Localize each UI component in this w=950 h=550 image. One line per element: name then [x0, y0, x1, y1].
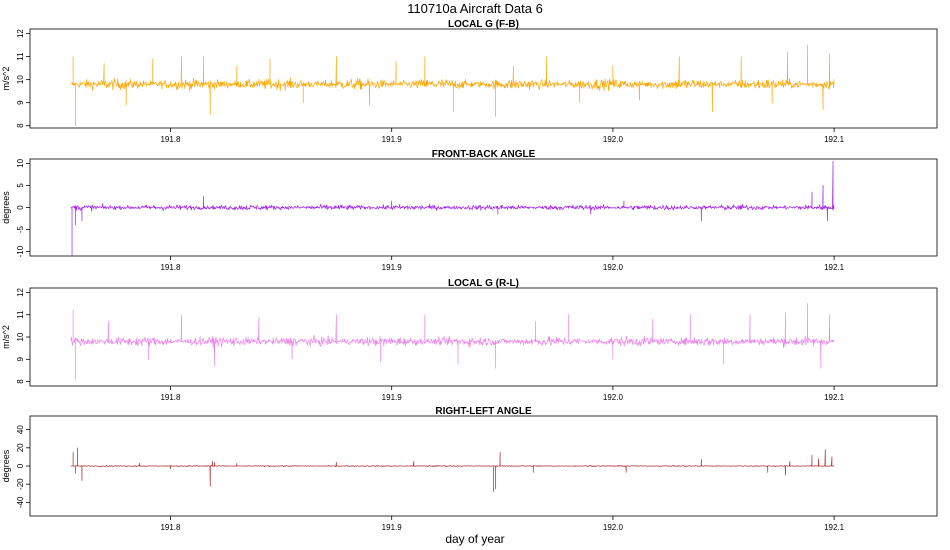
y-tick-label: 11 — [16, 52, 25, 61]
x-tick-label: 191.8 — [160, 523, 181, 532]
panel-2: FRONT-BACK ANGLE degrees -10 -5 0 5 10 191.8 191… — [1, 149, 938, 272]
x-tick-label: 192.1 — [824, 393, 845, 402]
y-tick-label: 12 — [16, 287, 25, 296]
y-tick-label: 9 — [16, 356, 25, 361]
x-tick-label: 192.0 — [603, 393, 624, 402]
y-tick-label: 0 — [16, 463, 25, 468]
y-tick-label: 11 — [16, 310, 25, 319]
y-tick-label: -20 — [16, 478, 25, 490]
panel-3: LOCAL G (R-L) m/s^2 8 9 10 11 12 191.8 191.9 192.… — [1, 278, 938, 402]
x-tick-label: 192.1 — [824, 263, 845, 272]
y-tick-label: -10 — [16, 245, 25, 257]
y-tick-label: 9 — [16, 100, 25, 105]
y-tick-label: 20 — [16, 443, 25, 452]
x-tick-label: 192.0 — [603, 135, 624, 144]
y-tick-label: 0 — [16, 205, 25, 210]
y-tick-label: 8 — [16, 123, 25, 128]
y-tick-label: 10 — [16, 332, 25, 341]
x-tick-label: 191.9 — [382, 393, 403, 402]
y-tick-label: 10 — [16, 75, 25, 84]
panels-container: LOCAL G (F-B) m/s^2 8 9 10 11 12 191.8 191.9 192.… — [1, 19, 938, 532]
series-line — [70, 447, 835, 492]
y-tick-label: 40 — [16, 425, 25, 434]
x-tick-label: 191.9 — [382, 523, 403, 532]
figure-title: 110710a Aircraft Data 6 — [407, 1, 543, 16]
y-axis-label: m/s^2 — [1, 67, 11, 91]
series-line — [70, 303, 835, 380]
plot-frame — [29, 28, 938, 129]
y-tick-label: 12 — [16, 29, 25, 38]
x-tick-label: 191.9 — [382, 135, 403, 144]
panel-title: FRONT-BACK ANGLE — [432, 149, 536, 160]
x-tick-label: 191.8 — [160, 263, 181, 272]
y-tick-label: 8 — [16, 379, 25, 384]
x-tick-label: 192.0 — [603, 523, 624, 532]
y-axis-label: degrees — [1, 191, 11, 224]
x-tick-label: 192.1 — [824, 135, 845, 144]
y-tick-label: -5 — [16, 225, 25, 233]
x-tick-label: 192.1 — [824, 523, 845, 532]
panel-title: RIGHT-LEFT ANGLE — [435, 406, 532, 417]
y-tick-label: -40 — [16, 496, 25, 508]
y-tick-label: 5 — [16, 183, 25, 188]
series-line — [70, 160, 835, 257]
panel-title: LOCAL G (F-B) — [448, 19, 519, 30]
x-tick-label: 191.9 — [382, 263, 403, 272]
x-tick-label: 191.8 — [160, 135, 181, 144]
plot-frame — [29, 287, 938, 387]
y-tick-label: 10 — [16, 158, 25, 167]
x-tick-label: 192.0 — [603, 263, 624, 272]
x-tick-label: 191.8 — [160, 393, 181, 402]
panel-4: RIGHT-LEFT ANGLE degrees -40 -20 0 20 40 191.8 1… — [1, 406, 938, 532]
x-axis-label: day of year — [445, 532, 504, 546]
panel-title: LOCAL G (R-L) — [448, 278, 519, 289]
y-axis-label: degrees — [1, 449, 11, 482]
y-axis-label: m/s^2 — [1, 325, 11, 349]
panel-1: LOCAL G (F-B) m/s^2 8 9 10 11 12 191.8 191.9 192.… — [1, 19, 938, 144]
series-line — [70, 44, 835, 127]
